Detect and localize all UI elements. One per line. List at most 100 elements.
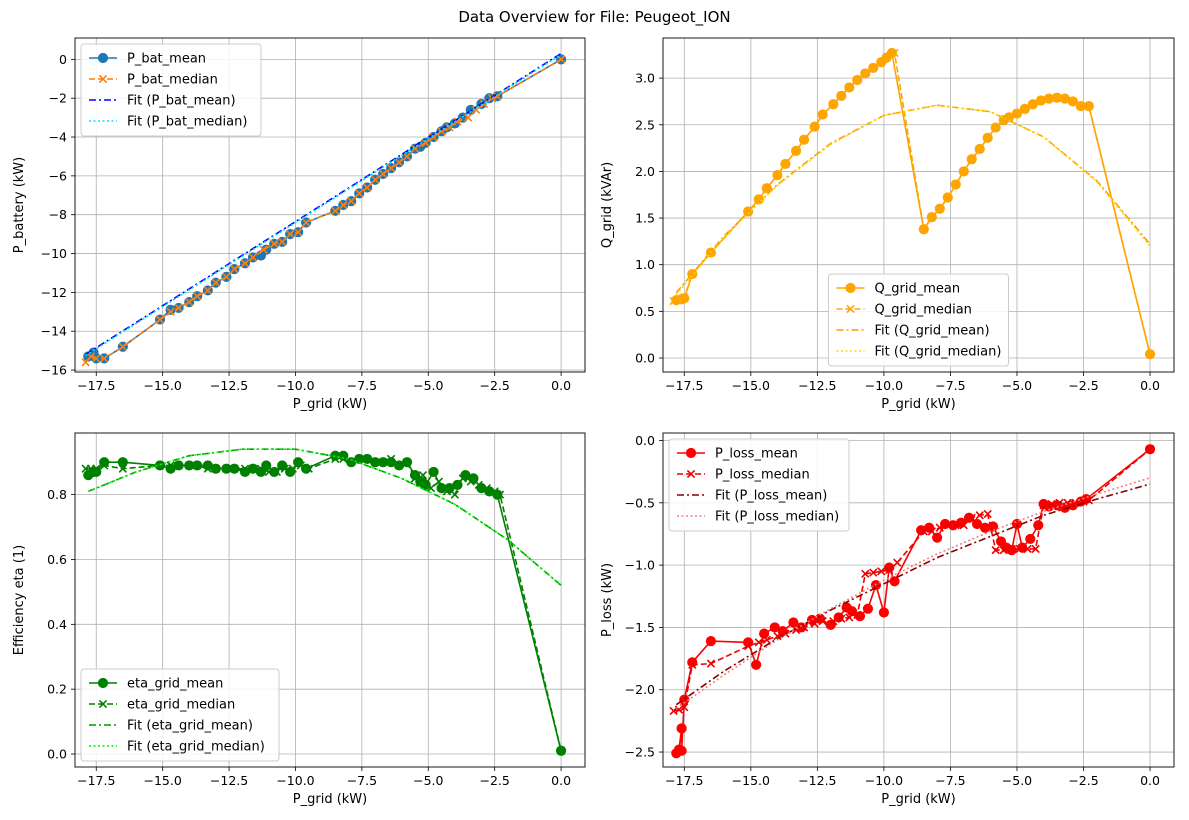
x-tick-label: −5.0: [413, 378, 443, 393]
y-tick-label: 2.5: [635, 117, 655, 132]
data-point: [450, 490, 460, 499]
data-point: [676, 745, 687, 756]
data-point: [893, 558, 902, 567]
x-tick-label: −12.5: [798, 378, 836, 393]
data-point: [347, 196, 356, 206]
data-point: [1145, 350, 1155, 359]
data-point: [829, 617, 838, 626]
data-point: [285, 229, 295, 239]
legend-marker: [97, 52, 109, 64]
data-point: [556, 746, 566, 755]
x-tick-label: −7.5: [935, 773, 965, 788]
data-point: [92, 464, 101, 473]
legend-box: [80, 43, 262, 137]
data-point: [1020, 104, 1030, 114]
data-point: [869, 568, 878, 577]
series-line-2: [85, 457, 562, 751]
data-point: [1039, 501, 1048, 510]
data-point: [705, 636, 717, 647]
data-point: [270, 239, 279, 249]
subplots: −17.5 −15.0 −12.5 −10.0 −7.5 −5.0 −2.5 0.0 −16 −1…: [12, 37, 1175, 807]
data-point: [991, 545, 1000, 555]
data-point: [211, 464, 220, 473]
data-point: [829, 100, 838, 109]
data-point: [402, 152, 412, 161]
data-point: [203, 286, 212, 295]
data-point: [193, 461, 202, 470]
data-point: [402, 458, 412, 467]
data-point: [799, 135, 809, 144]
data-point: [762, 184, 771, 193]
axes-frame: [74, 37, 586, 373]
y-tick-label: −14: [41, 324, 67, 339]
y-tick-label: −2.5: [625, 745, 655, 760]
x-tick-label: −7.5: [935, 378, 965, 393]
data-point: [1145, 445, 1155, 454]
legend-box: [668, 438, 850, 532]
y-axis-label: P_battery (kW): [12, 157, 27, 253]
data-point: [230, 264, 239, 274]
data-point: [818, 110, 827, 119]
data-point: [370, 458, 380, 467]
data-point: [426, 483, 436, 493]
data-point: [878, 607, 890, 618]
x-tick-label: −17.5: [77, 773, 115, 788]
legend-label: Fit (P_bat_mean): [127, 94, 236, 109]
x-axis-label: P_grid (kW): [293, 397, 367, 412]
x-tick-label: −17.5: [665, 378, 703, 393]
x-tick-label: −15.0: [144, 378, 182, 393]
series-line-3: [675, 483, 1151, 706]
data-point: [222, 464, 231, 473]
data-point: [885, 565, 894, 575]
data-point: [474, 480, 483, 490]
data-point: [301, 218, 311, 227]
y-tick-label: −2: [49, 91, 67, 106]
data-point: [463, 113, 473, 122]
x-tick-label: −5.0: [1002, 378, 1032, 393]
data-point: [248, 253, 258, 262]
subplot-4: −17.5 −15.0 −12.5 −10.0 −7.5 −5.0 −2.5 0.0 −2.5 −…: [600, 432, 1175, 807]
data-point: [975, 144, 984, 154]
data-point: [442, 487, 452, 496]
x-tick-label: 0.0: [1140, 378, 1160, 393]
legend-label: eta_grid_median: [127, 698, 235, 713]
data-point: [861, 69, 870, 78]
x-tick-label: −2.5: [480, 378, 510, 393]
data-point: [421, 138, 430, 148]
series-line-4: [675, 477, 1151, 710]
data-point: [278, 237, 287, 247]
data-point: [185, 297, 194, 307]
legend-label: Fit (P_loss_median): [715, 510, 839, 525]
data-point: [259, 245, 268, 254]
y-tick-label: 1.0: [635, 257, 655, 272]
series-group: [669, 444, 1156, 759]
x-tick-label: 0.0: [551, 378, 571, 393]
data-point: [339, 200, 348, 210]
data-point: [1052, 93, 1062, 102]
data-point: [1007, 544, 1016, 554]
data-point: [248, 464, 258, 473]
x-tick-label: −2.5: [1068, 378, 1098, 393]
data-point: [434, 477, 444, 486]
series-group: [81, 52, 567, 367]
data-point: [222, 272, 231, 282]
y-tick-label: 1.5: [635, 211, 655, 226]
data-point: [256, 464, 266, 473]
legend-label: eta_grid_mean: [127, 677, 223, 692]
y-tick-label: 0.0: [635, 351, 655, 366]
data-point: [799, 623, 809, 632]
y-tick-label: 0.8: [47, 487, 67, 502]
data-point: [1044, 94, 1054, 103]
data-point: [943, 193, 952, 202]
data-point: [1025, 533, 1036, 545]
x-tick-label: −15.0: [732, 378, 770, 393]
y-tick-label: 0: [59, 52, 67, 67]
axes-frame: [74, 432, 586, 768]
data-point: [370, 175, 380, 184]
data-point: [1063, 498, 1072, 507]
series-group: [669, 47, 1156, 360]
data-point: [230, 464, 239, 473]
data-point: [861, 569, 870, 578]
data-point: [482, 483, 491, 493]
data-point: [174, 303, 183, 313]
